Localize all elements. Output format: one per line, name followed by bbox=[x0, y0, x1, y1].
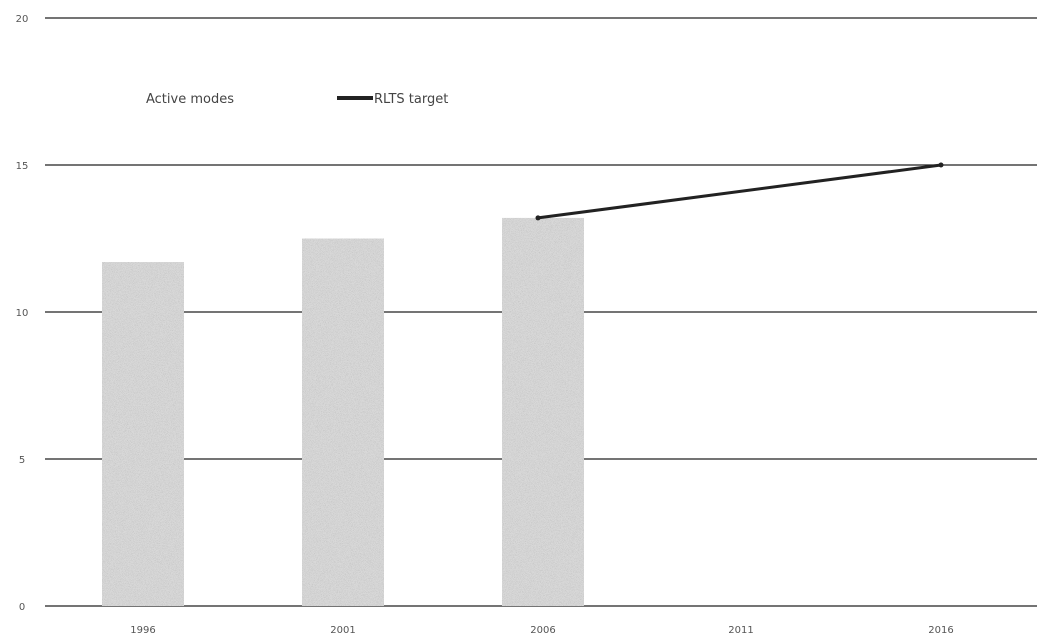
bar-1996 bbox=[102, 262, 184, 606]
target-line bbox=[535, 162, 944, 221]
x-tick-label: 2011 bbox=[728, 625, 753, 636]
bar-2006 bbox=[502, 217, 584, 607]
y-tick-label: 10 bbox=[16, 308, 29, 319]
x-tick-label: 2001 bbox=[330, 625, 355, 636]
bars bbox=[102, 217, 584, 607]
y-axis-ticks: 0 5 10 15 20 bbox=[16, 14, 29, 613]
target-line-path bbox=[537, 163, 942, 220]
y-tick-label: 0 bbox=[19, 602, 25, 613]
target-point-2006 bbox=[535, 215, 541, 221]
x-tick-label: 2016 bbox=[928, 625, 953, 636]
x-tick-label: 1996 bbox=[130, 625, 155, 636]
legend: Active modes RLTS target bbox=[146, 92, 448, 107]
bar-2001 bbox=[302, 238, 384, 606]
legend-label-active-modes: Active modes bbox=[146, 92, 234, 107]
x-axis-ticks: 1996 2001 2006 2011 2016 bbox=[130, 625, 953, 636]
x-tick-label: 2006 bbox=[530, 625, 555, 636]
target-point-2016 bbox=[938, 162, 944, 168]
legend-label-target: RLTS target bbox=[374, 92, 448, 107]
y-tick-label: 15 bbox=[16, 161, 29, 172]
y-tick-label: 20 bbox=[16, 14, 29, 25]
y-tick-label: 5 bbox=[19, 455, 25, 466]
